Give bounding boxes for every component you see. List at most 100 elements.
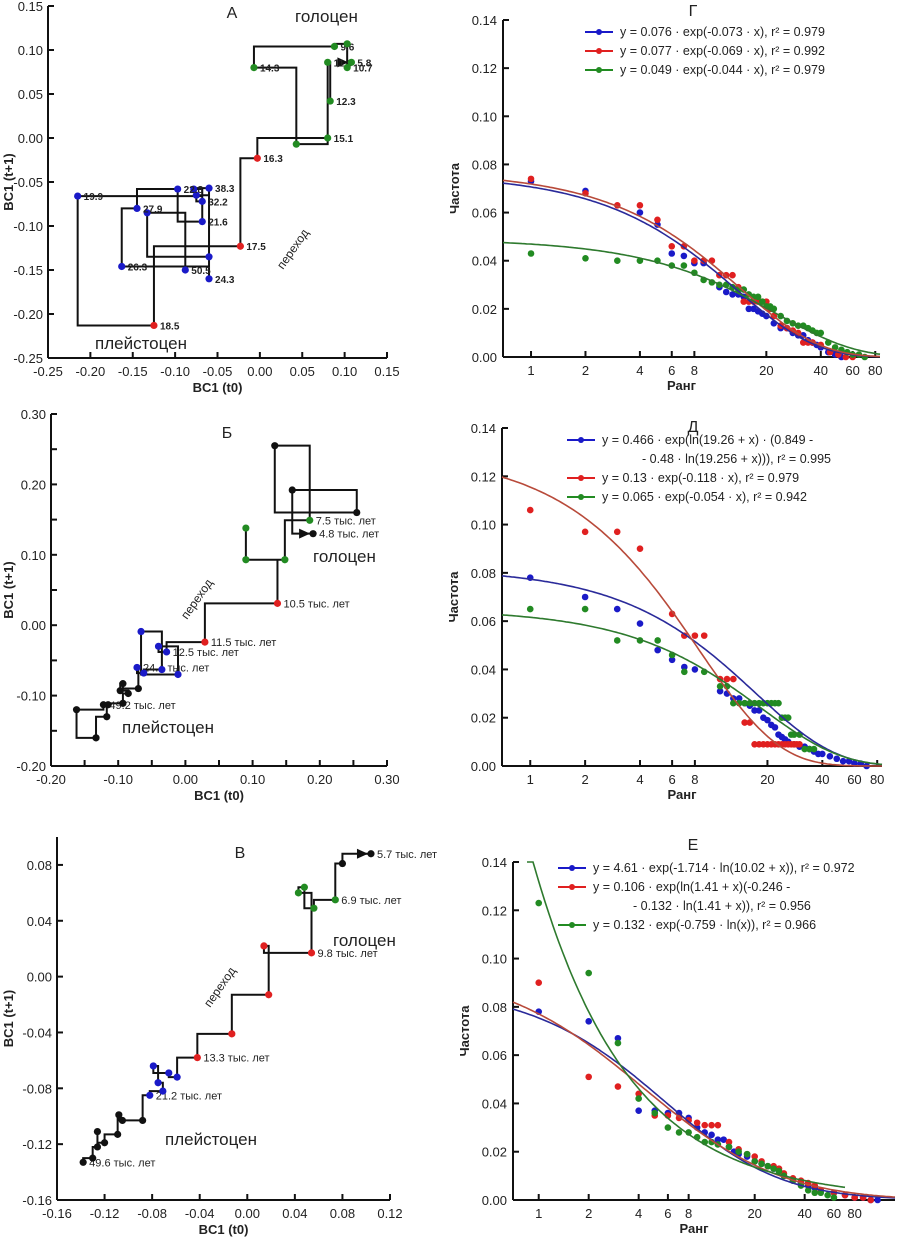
x-tick-label: -0.08 (137, 1206, 167, 1221)
x-tick-label: -0.05 (203, 364, 233, 379)
data-point (273, 599, 282, 607)
data-point (242, 556, 250, 564)
x-tick-label: 0.10 (240, 772, 265, 787)
y-tick-label: 0.08 (471, 566, 496, 581)
y-tick-label: 0.04 (471, 662, 496, 677)
y-tick-label: 0.10 (471, 518, 496, 533)
x-tick-label: 60 (845, 363, 859, 378)
data-point (763, 312, 770, 320)
panel-title: В (235, 845, 246, 862)
series-blue (535, 1008, 881, 1204)
data-point (324, 134, 332, 142)
data-point (353, 508, 361, 517)
point-label: 17.5 (246, 242, 266, 253)
x-tick-label: 60 (827, 1206, 841, 1221)
y-tick-label: 0.14 (471, 421, 496, 436)
x-tick-label: 8 (691, 363, 698, 378)
legend-entry: y = 0.049 · exp(-0.044 · x), r² = 0.979 (620, 63, 825, 77)
legend-entry: y = 4.61 · exp(-1.714 · ln(10.02 + x)), … (593, 861, 855, 875)
point-label: 12.3 (336, 97, 356, 108)
x-tick-label: 8 (691, 772, 698, 787)
y-tick-label: 0.12 (482, 903, 507, 918)
data-point (133, 663, 141, 672)
point-label: 14.3 (260, 64, 280, 75)
data-point (681, 668, 688, 676)
data-point (149, 1062, 157, 1070)
x-tick-label: 0.00 (173, 772, 198, 787)
arrow-head-icon (337, 57, 349, 68)
data-point (228, 1030, 236, 1038)
data-point (775, 1167, 783, 1175)
data-point (730, 675, 737, 683)
data-point (784, 714, 792, 722)
y-tick-label: 0.00 (472, 350, 497, 365)
point-label: 22.8 (184, 185, 204, 196)
point-label: 12.5 тыс. лет (173, 647, 239, 659)
data-point (636, 620, 644, 627)
data-point (181, 266, 189, 274)
point-label: 4.8 тыс. лет (319, 529, 379, 541)
data-point (585, 969, 592, 977)
y-tick-label: 0.04 (27, 914, 52, 929)
y-tick-label: -0.10 (13, 219, 43, 234)
data-point (198, 197, 206, 205)
y-tick-label: -0.04 (22, 1025, 52, 1040)
x-axis-label: Ранг (667, 378, 697, 393)
legend-entry: y = 0.466 · exp(ln(19.26 + x) · (0.849 - (602, 433, 813, 447)
data-point (758, 1160, 765, 1168)
x-tick-label: 0.30 (374, 772, 399, 787)
y-tick-label: 0.06 (472, 206, 497, 221)
legend-marker (569, 884, 575, 890)
series-red (535, 979, 875, 1204)
data-point (691, 257, 698, 265)
data-point (143, 209, 151, 217)
x-tick-label: -0.10 (103, 772, 133, 787)
data-point (205, 253, 213, 261)
data-point (833, 755, 841, 763)
fit-curve-red (512, 1001, 896, 1198)
legend-entry: y = 0.076 · exp(-0.073 · x), r² = 0.979 (620, 25, 825, 39)
data-point (192, 191, 200, 199)
legend-marker (569, 865, 575, 871)
data-point (811, 1189, 819, 1197)
x-tick-label: 80 (868, 363, 882, 378)
x-tick-label: 0.00 (235, 1206, 260, 1221)
series-blue (526, 574, 870, 770)
data-point (309, 530, 317, 538)
x-tick-label: 80 (870, 772, 884, 787)
panel-A: -0.25 -0.20 -0.15 -0.10 -0.05 0.00 0.05 0.10 0.1… (1, 0, 400, 395)
y-tick-label: 0.00 (482, 1193, 507, 1208)
x-tick-label: 20 (747, 1206, 761, 1221)
data-point (585, 1018, 592, 1025)
x-tick-label: 8 (685, 1206, 692, 1221)
y-tick-label: 0.08 (482, 1000, 507, 1015)
x-tick-label: 60 (847, 772, 861, 787)
data-point (535, 899, 543, 907)
data-point (635, 1090, 642, 1098)
data-point (288, 486, 296, 494)
x-tick-label: -0.16 (42, 1206, 72, 1221)
data-point (635, 1095, 642, 1102)
data-point (281, 556, 289, 564)
data-point (104, 701, 112, 709)
data-point (700, 632, 708, 639)
y-tick-label: -0.20 (16, 759, 46, 774)
data-point (613, 528, 621, 536)
x-tick-label: 6 (668, 772, 675, 787)
data-point (527, 250, 535, 257)
point-label: 11.6 (334, 58, 353, 69)
data-point (271, 442, 279, 450)
x-tick-label: -0.04 (185, 1206, 215, 1221)
data-point (614, 1039, 622, 1047)
data-point (680, 262, 688, 269)
data-point (205, 275, 213, 283)
annotation-pleistocene: плейстоцен (95, 334, 187, 353)
data-point (681, 632, 688, 639)
trajectory-path (82, 852, 371, 1163)
x-tick-label: 1 (527, 363, 534, 378)
data-point (874, 1196, 881, 1204)
data-point (581, 528, 589, 536)
annotation-pleistocene: плейстоцен (122, 718, 214, 737)
x-tick-label: -0.25 (33, 364, 63, 379)
x-tick-label: 1 (535, 1206, 542, 1221)
